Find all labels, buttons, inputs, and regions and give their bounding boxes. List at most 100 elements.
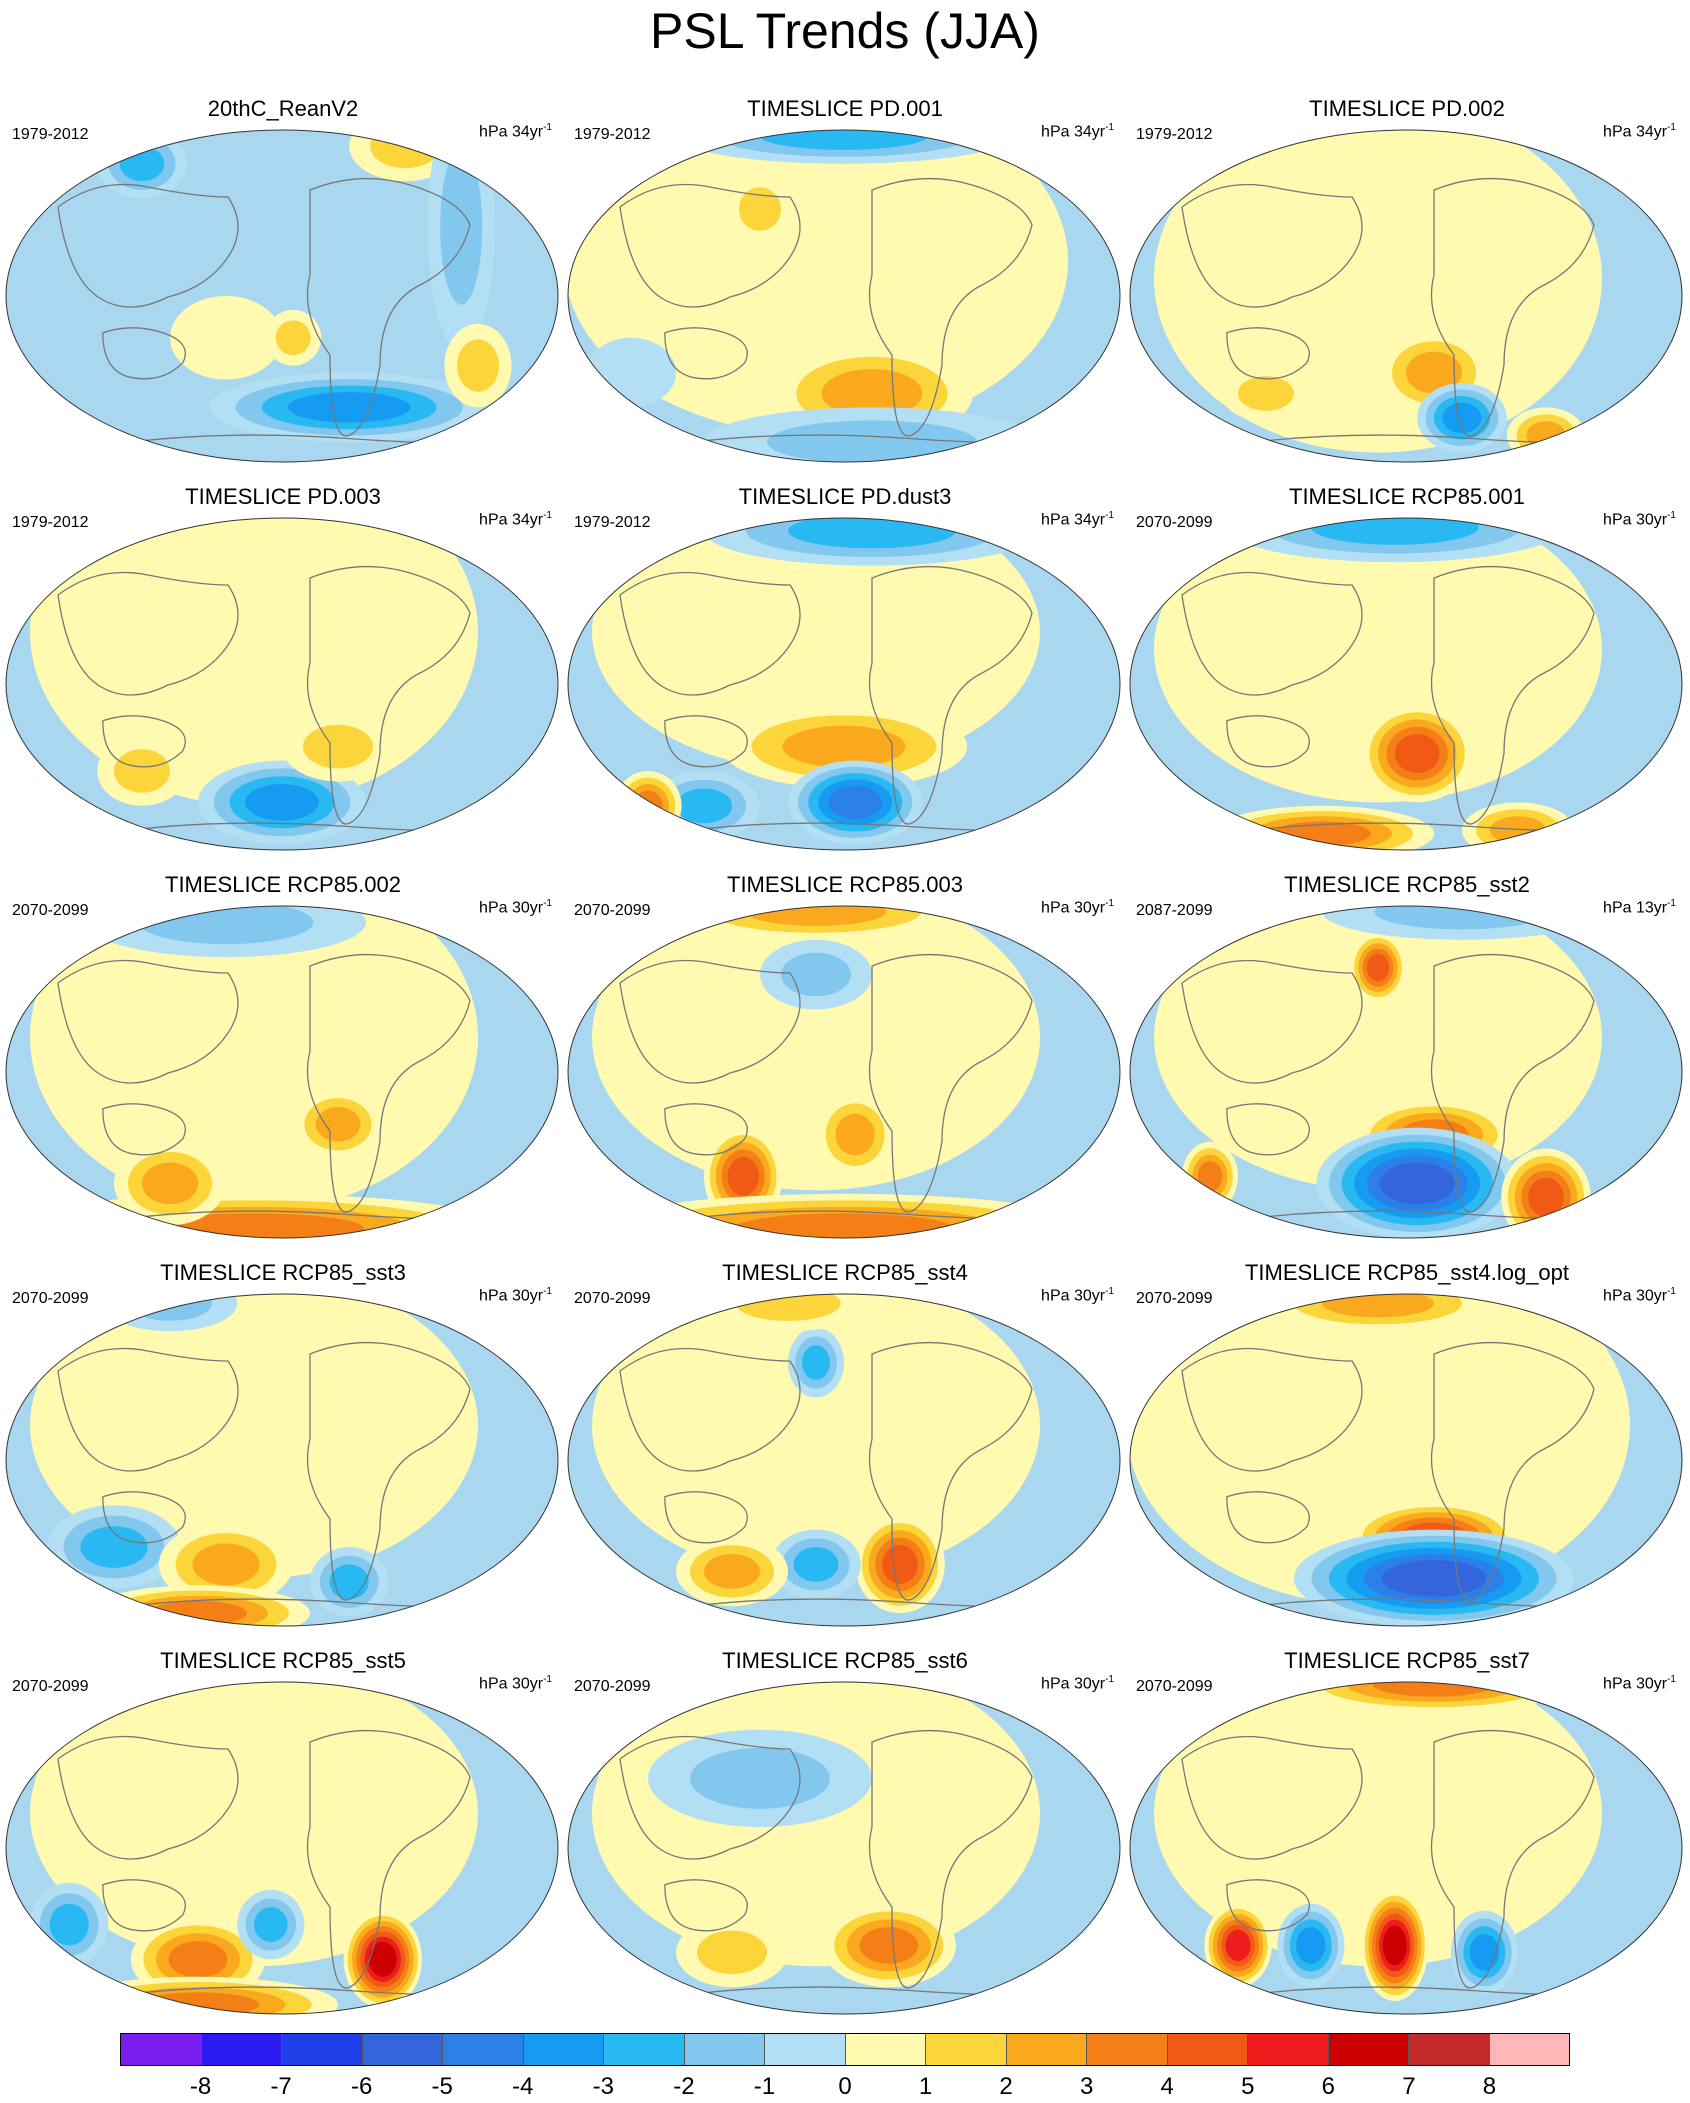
colorbar-box <box>121 2034 202 2065</box>
map-outline <box>1129 1293 1683 1627</box>
trend-contour <box>287 392 411 423</box>
colorbar-tick-label: 4 <box>1160 2073 1174 2100</box>
coastline <box>57 177 558 450</box>
units-exponent: -1 <box>1667 510 1676 521</box>
trend-contour <box>1372 1682 1496 1697</box>
panel-units: hPa 30yr-1 <box>1041 1674 1114 1693</box>
robinson-map <box>5 129 559 463</box>
panel-units: hPa 30yr-1 <box>1041 1286 1114 1305</box>
units-exponent: -1 <box>1667 898 1676 909</box>
panel-units: hPa 30yr-1 <box>1603 1286 1676 1305</box>
map-panel: 20thC_ReanV2 1979-2012 hPa 34yr-1 <box>2 90 564 470</box>
panel-units-value: 30yr <box>1073 899 1106 917</box>
colorbar-box <box>282 2034 363 2065</box>
map-outline <box>567 517 1121 851</box>
colorbar-box <box>684 2034 765 2065</box>
trend-contour <box>1238 376 1294 411</box>
colorbar-box <box>604 2034 685 2065</box>
panel-units: hPa 30yr-1 <box>1603 510 1676 529</box>
trend-contour <box>170 296 282 380</box>
map-outline <box>1129 1681 1683 2015</box>
robinson-map <box>1129 1681 1683 2015</box>
colorbar-box <box>765 2034 846 2065</box>
trend-contour <box>119 146 165 182</box>
trend-contour <box>1528 1177 1564 1217</box>
robinson-map <box>567 129 1121 463</box>
coastline <box>57 953 558 1226</box>
map-outline <box>5 1293 559 1627</box>
trend-contour <box>1469 1934 1500 1971</box>
panel-title: TIMESLICE RCP85_sst6 <box>722 1648 968 1673</box>
colorbar-box <box>845 2034 926 2065</box>
trend-contour <box>697 1930 767 1975</box>
trend-contour <box>782 725 906 768</box>
map-outline <box>567 1293 1121 1627</box>
panel-units: hPa 34yr-1 <box>479 510 552 529</box>
panel-units: hPa 34yr-1 <box>1041 122 1114 141</box>
panel-period: 2070-2099 <box>574 1678 651 1695</box>
colorbar-box <box>926 2034 1007 2065</box>
trend-contour <box>149 1600 247 1626</box>
panel-period: 2087-2099 <box>1136 902 1213 919</box>
colorbar-tick-label: 2 <box>999 2073 1013 2100</box>
units-exponent: -1 <box>1667 1286 1676 1297</box>
units-exponent: -1 <box>1105 1286 1114 1297</box>
panel-period: 2070-2099 <box>1136 1290 1213 1307</box>
robinson-map <box>5 1681 559 2015</box>
trend-contour <box>882 1544 918 1584</box>
map-outline <box>5 905 559 1239</box>
robinson-map <box>1129 905 1683 1239</box>
trend-contour <box>592 1294 1040 1579</box>
panel-title: TIMESLICE PD.dust3 <box>738 484 952 509</box>
colorbar-box <box>443 2034 524 2065</box>
map-panel: TIMESLICE RCP85.003 2070-2099 hPa 30yr-1 <box>564 866 1126 1246</box>
panel-units-value: 30yr <box>511 899 544 917</box>
trend-contour <box>727 1156 759 1196</box>
trend-contour <box>128 1294 212 1321</box>
coastline <box>1181 1341 1682 1614</box>
panel-title: TIMESLICE RCP85_sst7 <box>1284 1648 1530 1673</box>
panel-units: hPa 34yr-1 <box>479 122 552 141</box>
colorbar-tick-label: 3 <box>1079 2073 1094 2100</box>
colorbar-tick-label: -6 <box>350 2073 373 2100</box>
coastline <box>1181 177 1682 450</box>
map-panel: TIMESLICE RCP85_sst7 2070-2099 hPa 30yr-1 <box>1126 1642 1688 2022</box>
map-outline <box>5 517 559 851</box>
map-panel: TIMESLICE RCP85_sst2 2087-2099 hPa 13yr-1 <box>1126 866 1688 1246</box>
panel-units: hPa 30yr-1 <box>479 1674 552 1693</box>
trend-contour <box>676 788 732 824</box>
colorbar-box <box>523 2034 604 2065</box>
map-panel: TIMESLICE PD.dust3 1979-2012 hPa 34yr-1 <box>564 478 1126 858</box>
coastline <box>619 1729 1120 2002</box>
coastline <box>1181 953 1682 1226</box>
colorbar-tick-label: 8 <box>1482 2073 1497 2100</box>
coastline <box>57 565 558 838</box>
coastline <box>619 565 1120 838</box>
colorbar-tick-label: -5 <box>431 2073 453 2100</box>
panel-units-value: 30yr <box>1635 1287 1668 1305</box>
robinson-map <box>567 905 1121 1239</box>
colorbar-box <box>1248 2034 1329 2065</box>
trend-contour <box>1310 518 1479 545</box>
trend-contour <box>1197 1161 1223 1192</box>
trend-contour <box>136 1992 260 2014</box>
coastline <box>1181 565 1682 838</box>
panel-units-value: 34yr <box>1073 511 1106 529</box>
panel-period: 2070-2099 <box>12 902 89 919</box>
panel-period: 2070-2099 <box>12 1678 89 1695</box>
panel-title: TIMESLICE PD.001 <box>747 96 943 121</box>
panel-title: TIMESLICE RCP85_sst5 <box>160 1648 406 1673</box>
map-outline <box>567 1681 1121 2015</box>
trend-contour <box>859 1927 919 1964</box>
trend-contour <box>690 1747 830 1809</box>
trend-contour <box>138 906 314 945</box>
panel-units-value: 30yr <box>1073 1287 1106 1305</box>
panel-units: hPa 34yr-1 <box>1603 122 1676 141</box>
trend-contour <box>114 749 170 793</box>
map-outline <box>1129 517 1683 851</box>
trend-contour <box>1406 351 1462 394</box>
trend-contour <box>80 1526 148 1568</box>
trend-contour <box>168 1941 228 1978</box>
panel-units-value: 30yr <box>1635 511 1668 529</box>
units-exponent: -1 <box>1667 1674 1676 1685</box>
